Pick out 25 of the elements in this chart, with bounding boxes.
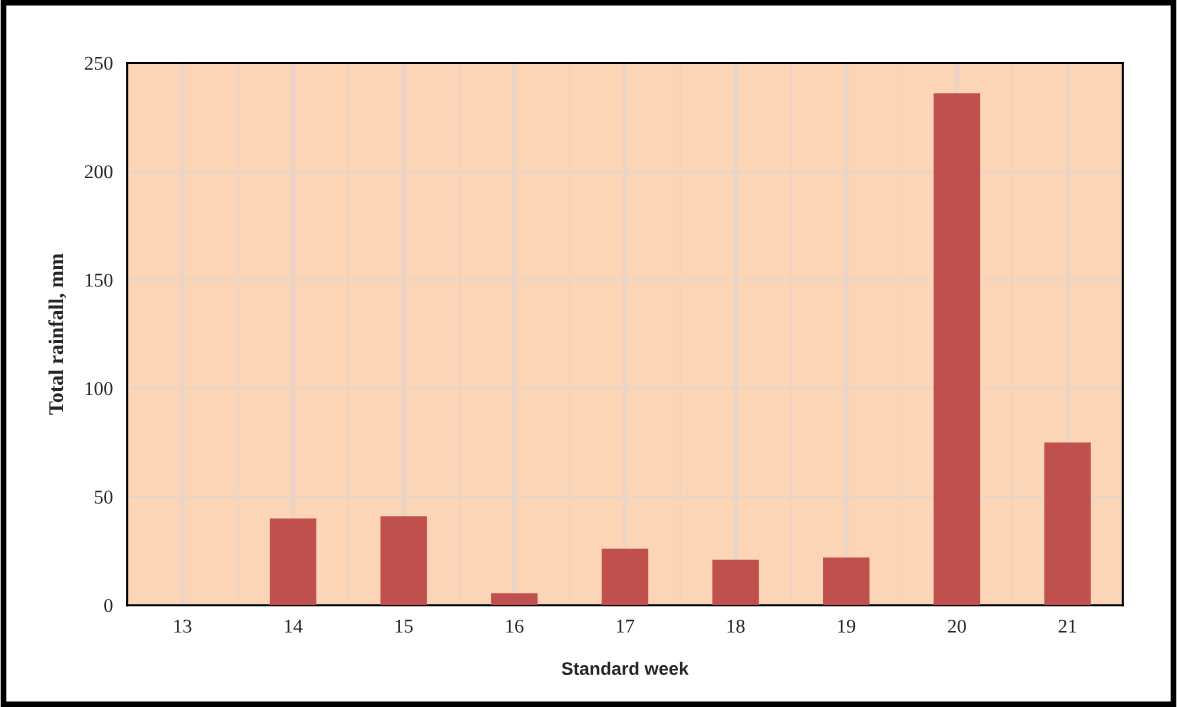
- x-tick-label: 16: [506, 619, 524, 633]
- x-axis-title: Standard week: [561, 661, 689, 675]
- y-tick-label: 200: [84, 165, 113, 179]
- y-tick-label: 100: [85, 382, 113, 396]
- bar: [491, 593, 538, 606]
- x-tick-label: 18: [727, 619, 745, 633]
- y-tick-label: 0: [104, 599, 113, 613]
- x-tick-label: 17: [616, 619, 635, 633]
- bar: [823, 557, 870, 606]
- bar: [933, 93, 981, 606]
- y-axis-title: Total rainfall, mm: [48, 253, 67, 415]
- x-tick-label: 13: [174, 619, 192, 633]
- bar: [380, 516, 427, 606]
- x-tick-label: 15: [395, 619, 413, 633]
- y-tick-label: 50: [94, 490, 113, 504]
- y-tick-label: 150: [85, 273, 113, 287]
- y-tick-label: 250: [84, 56, 113, 70]
- bar: [269, 518, 317, 606]
- bar: [1044, 442, 1091, 606]
- bar: [601, 548, 649, 606]
- x-tick-label: 20: [948, 619, 966, 633]
- x-tick-label: 14: [285, 619, 303, 633]
- x-tick-label: 19: [838, 619, 856, 633]
- bar: [712, 559, 759, 606]
- x-tick-label: 21: [1058, 619, 1077, 633]
